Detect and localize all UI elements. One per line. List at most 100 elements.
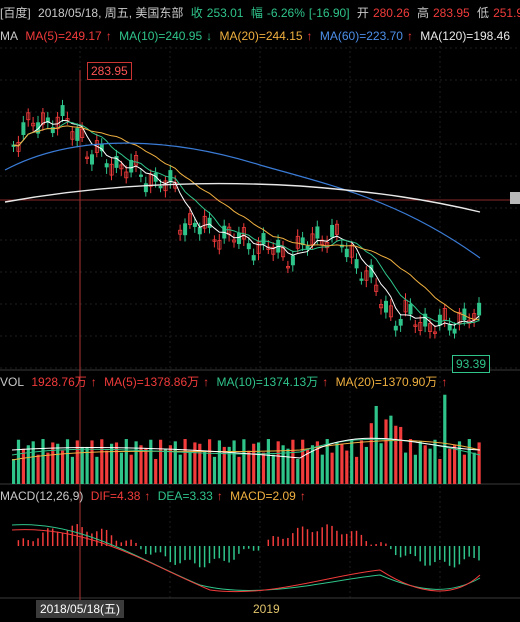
- candle-body: [300, 237, 305, 246]
- candle-body: [477, 302, 482, 316]
- up-arrow-icon: ↑: [144, 489, 151, 503]
- candle-body: [143, 183, 148, 193]
- ma10-line: [13, 121, 480, 325]
- up-arrow-icon: ↑: [216, 489, 223, 503]
- candle-body: [428, 323, 433, 332]
- vol-ma20-line: [11, 440, 481, 461]
- up-arrow-icon: ↑: [90, 375, 97, 389]
- candle-body: [310, 233, 315, 245]
- ma5-value: MA(5)=249.17: [25, 29, 102, 43]
- candle-body: [285, 266, 290, 269]
- volume-bar: [129, 454, 133, 484]
- up-arrow-icon: ↑: [105, 29, 112, 43]
- volume-bar: [281, 445, 285, 484]
- candle-body: [50, 127, 55, 134]
- high-value: 283.95: [433, 6, 470, 20]
- candle-body: [261, 233, 266, 245]
- volume-bar: [212, 456, 217, 484]
- candle-body: [163, 180, 168, 192]
- ma120-line: [4, 182, 481, 213]
- ma-label: MA: [0, 29, 18, 43]
- candle-body: [134, 155, 139, 166]
- volume-bar: [85, 446, 89, 484]
- volume-bar: [173, 441, 177, 484]
- candle-body: [85, 156, 90, 159]
- volume-bar: [374, 405, 378, 484]
- volume-bar: [149, 439, 153, 484]
- volume-bar: [41, 439, 45, 484]
- volume-bar: [315, 441, 319, 484]
- vol-ma5-line: [11, 437, 481, 459]
- candle-body: [383, 300, 388, 313]
- year-label: 2019: [253, 602, 280, 616]
- volume-bar: [247, 450, 251, 484]
- candle-body: [256, 241, 261, 254]
- stock-name: [百度]: [0, 6, 31, 20]
- candle-body: [359, 278, 364, 281]
- volume-bar: [453, 445, 457, 484]
- candle-body: [21, 122, 26, 136]
- candle-body: [202, 215, 207, 229]
- ma120-value: MA(120)=198.46: [420, 29, 511, 43]
- volume-bar: [134, 441, 138, 484]
- volume-bar: [222, 446, 226, 484]
- candle-body: [192, 222, 197, 227]
- candle-body: [344, 248, 349, 258]
- dea-value: DEA=3.33: [157, 489, 213, 503]
- candle-body: [26, 112, 31, 121]
- volume-bar: [12, 459, 16, 484]
- low-label: 低: [477, 6, 490, 20]
- volume-bar: [438, 458, 442, 484]
- ma10-value: MA(10)=240.95: [119, 29, 203, 43]
- volume-bar: [320, 454, 324, 484]
- volume-bar: [208, 439, 212, 484]
- candle-body: [124, 171, 129, 179]
- candle-body: [232, 239, 237, 243]
- candle-body: [452, 328, 457, 334]
- volume-bar: [232, 440, 236, 484]
- candle-body: [45, 117, 50, 123]
- volume-bar: [462, 454, 466, 484]
- open-value: 280.26: [372, 6, 410, 20]
- volume-bar: [359, 440, 364, 484]
- candle-body: [320, 239, 325, 246]
- vol-ma5: MA(5)=1378.86万: [104, 375, 200, 389]
- candle-body: [330, 224, 335, 238]
- volume-bar: [31, 441, 35, 484]
- open-label: 开: [356, 6, 369, 20]
- candle-body: [290, 255, 295, 266]
- change-label: 幅: [250, 6, 263, 20]
- dif-value: DIF=4.38: [90, 489, 141, 503]
- candle-body: [129, 159, 134, 173]
- candle-body: [251, 255, 256, 261]
- volume-bar: [286, 448, 290, 484]
- volume-bar: [70, 456, 74, 484]
- volume-bar: [163, 448, 168, 484]
- volume-bar: [188, 452, 192, 484]
- up-arrow-icon: ↑: [406, 29, 413, 43]
- volume-bar: [291, 439, 295, 484]
- up-arrow-icon: ↑: [306, 29, 313, 43]
- volume-bar: [105, 450, 109, 484]
- candle-body: [90, 154, 95, 165]
- low-value: 251.9: [493, 6, 520, 20]
- candle-body: [354, 259, 359, 269]
- volume-bar: [36, 454, 40, 484]
- candle-body: [334, 223, 339, 235]
- volume-bar: [345, 450, 349, 484]
- volume-bar: [124, 439, 128, 484]
- volume-bar: [457, 441, 462, 484]
- up-arrow-icon: ↑: [299, 489, 306, 503]
- dea-line: [11, 524, 481, 591]
- candle-body: [41, 112, 46, 125]
- high-price-marker: 283.95: [87, 62, 132, 80]
- volume-bar: [65, 439, 70, 484]
- up-arrow-icon: ↑: [441, 375, 448, 389]
- candle-body: [236, 233, 241, 245]
- vol-ma20: MA(20)=1370.90万: [335, 375, 438, 389]
- volume-bar: [330, 452, 334, 484]
- candle-body: [178, 229, 183, 235]
- volume-bar: [139, 445, 143, 484]
- volume-bar: [389, 415, 393, 484]
